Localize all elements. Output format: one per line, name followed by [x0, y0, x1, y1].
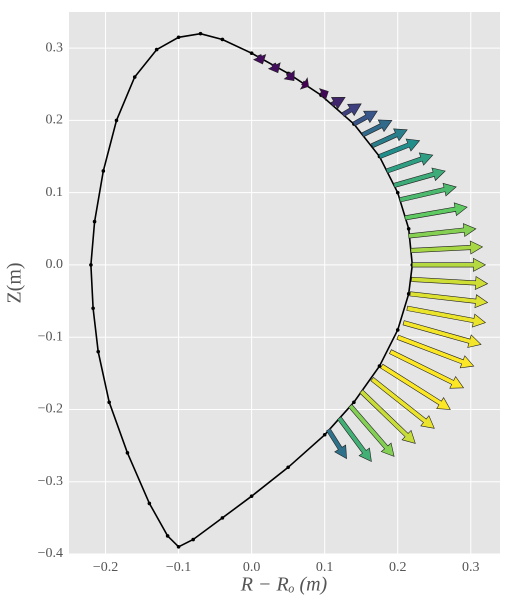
boundary-point — [89, 263, 93, 267]
boundary-point — [406, 227, 411, 231]
boundary-point — [114, 118, 119, 123]
y-tick-label: −0.1 — [38, 329, 63, 344]
x-tick-label: 0.3 — [462, 560, 480, 575]
boundary-point — [132, 75, 137, 79]
arrow — [408, 223, 477, 239]
arrow — [370, 376, 435, 429]
boundary-point — [176, 544, 181, 549]
x-tick-label: −0.1 — [166, 560, 191, 575]
boundary-point — [406, 292, 411, 296]
y-tick-label: 0.2 — [46, 113, 64, 128]
arrow — [411, 275, 489, 290]
boundary-point — [147, 501, 152, 506]
y-tick-label: −0.3 — [38, 474, 63, 489]
arrow — [388, 349, 465, 389]
boundary-point — [220, 516, 225, 520]
y-tick-label: 0.3 — [46, 40, 64, 55]
boundary-point — [249, 51, 254, 55]
boundary-point — [395, 328, 400, 332]
arrow — [326, 428, 347, 460]
arrow — [299, 77, 309, 90]
boundary-point — [198, 31, 203, 36]
boundary-point — [125, 451, 130, 455]
arrow — [406, 305, 487, 328]
x-tick-label: 0.2 — [389, 560, 407, 575]
boundary-point — [352, 400, 356, 405]
y-tick-label: −0.2 — [38, 402, 63, 417]
arrow — [330, 96, 346, 110]
boundary-point — [377, 364, 382, 368]
arrow — [319, 88, 329, 101]
arrow — [267, 62, 281, 74]
y-tick-label: −0.4 — [38, 546, 63, 561]
arrow — [361, 119, 393, 138]
boundary-point — [395, 190, 400, 195]
boundary-point — [249, 494, 254, 498]
x-tick-label: −0.2 — [93, 560, 118, 575]
boundary-point — [286, 465, 290, 470]
boundary-point — [91, 306, 95, 311]
arrow — [337, 416, 372, 463]
arrow — [370, 128, 408, 149]
arrow — [348, 403, 395, 457]
boundary-point — [101, 169, 106, 173]
y-tick-label: 0.0 — [46, 257, 64, 272]
arrow — [385, 152, 434, 174]
arrow — [378, 138, 421, 159]
arrow — [404, 202, 468, 221]
boundary-point — [322, 432, 327, 437]
arrow — [399, 182, 457, 203]
arrow — [380, 363, 451, 410]
arrow — [341, 103, 362, 117]
boundary-point — [96, 349, 101, 354]
arrow — [411, 257, 487, 272]
boundary-point — [176, 35, 181, 40]
boundary-point — [92, 219, 97, 224]
x-tick-label: 0.0 — [243, 560, 261, 575]
arrow — [359, 389, 416, 444]
y-tick-label: 0.1 — [46, 185, 64, 200]
arrow — [402, 320, 482, 348]
arrow — [393, 167, 446, 188]
boundary-point — [165, 534, 170, 538]
plot-area — [69, 12, 500, 554]
arrow — [410, 240, 484, 255]
boundary-point — [107, 400, 111, 405]
arrow — [409, 291, 489, 309]
arrow — [352, 110, 378, 127]
arrow — [283, 70, 295, 82]
boundary-point — [220, 37, 225, 42]
boundary-point — [191, 537, 195, 542]
x-axis-label: R − Rₒ (m) — [240, 574, 328, 596]
arrow — [396, 334, 475, 369]
arrow — [252, 54, 267, 65]
boundary-point — [154, 47, 159, 52]
x-tick-label: 0.1 — [316, 560, 334, 575]
y-axis-label: Z(m) — [4, 262, 26, 303]
